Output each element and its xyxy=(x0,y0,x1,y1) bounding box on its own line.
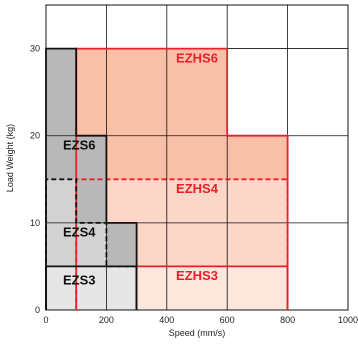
x-tick-label: 0 xyxy=(43,315,48,325)
x-tick-label: 1000 xyxy=(338,315,358,325)
label-ezhs4: EZHS4 xyxy=(176,181,219,196)
label-ezhs3: EZHS3 xyxy=(176,268,218,283)
label-ezs4: EZS4 xyxy=(63,225,96,240)
y-tick-label: 20 xyxy=(30,131,40,141)
region-labels: EZHS6 EZHS4 EZHS3 EZS6 EZS4 EZS3 xyxy=(63,50,219,287)
y-axis-label: Load Weight (kg) xyxy=(5,124,15,192)
x-axis-label: Speed (mm/s) xyxy=(169,328,226,338)
ticks: 0 200 400 600 800 1000 0 10 20 30 xyxy=(30,44,358,325)
x-tick-label: 400 xyxy=(159,315,174,325)
edge-ezhs4 xyxy=(75,178,289,310)
x-tick-label: 200 xyxy=(99,315,114,325)
x-tick-label: 800 xyxy=(280,315,295,325)
region-edges xyxy=(45,47,289,310)
label-ezhs6: EZHS6 xyxy=(176,50,218,65)
edge-ezs4 xyxy=(45,178,138,310)
region-ezs3 xyxy=(46,266,137,310)
label-ezs6: EZS6 xyxy=(63,137,96,152)
y-tick-label: 30 xyxy=(30,44,40,54)
y-tick-label: 10 xyxy=(30,218,40,228)
y-tick-label: 0 xyxy=(35,305,40,315)
x-tick-label: 600 xyxy=(220,315,235,325)
region-ezhs3 xyxy=(136,266,288,310)
label-ezs3: EZS3 xyxy=(63,273,96,288)
edge-ezs6 xyxy=(45,47,138,310)
edge-ezs3 xyxy=(45,265,138,310)
